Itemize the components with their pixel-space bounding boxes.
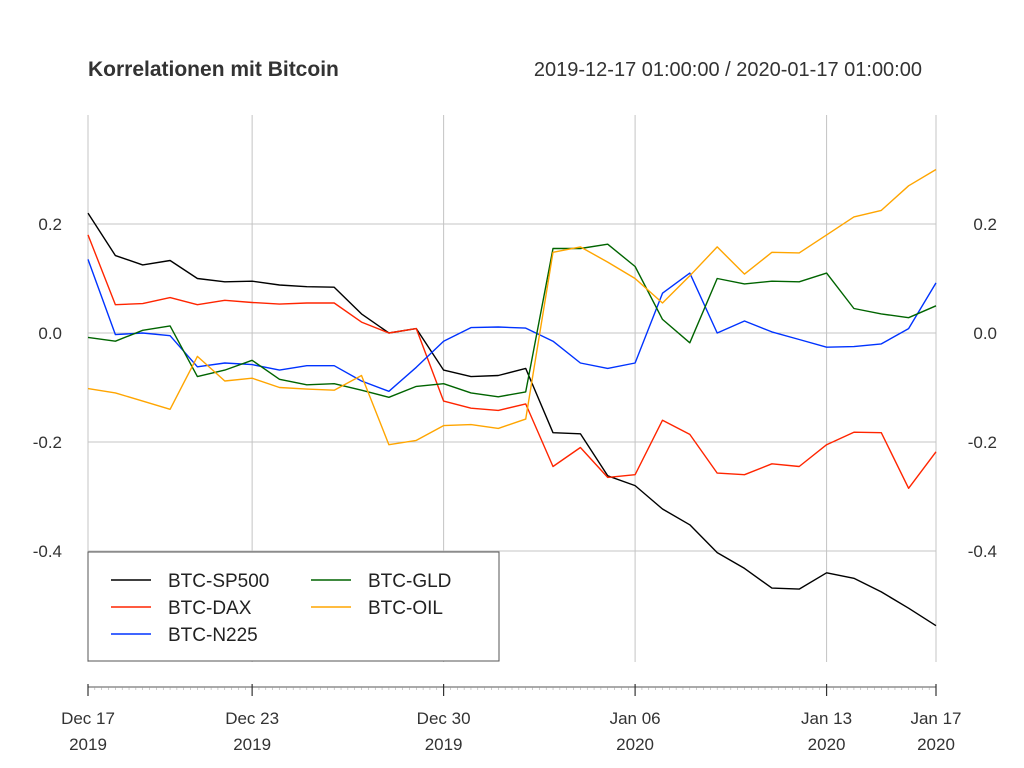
- y-tick-label-right: -0.2: [968, 433, 997, 452]
- legend-box: [87, 551, 500, 662]
- series-line-btc-oil: [87, 168, 937, 446]
- series-line-btc-n225: [87, 259, 937, 392]
- legend-label-btc-sp500: BTC-SP500: [168, 571, 269, 592]
- legend-label-btc-n225: BTC-N225: [168, 625, 258, 646]
- legend-label-btc-oil: BTC-OIL: [368, 598, 443, 619]
- x-tick-label-year: 2020: [917, 735, 955, 754]
- x-tick-label-date: Dec 23: [225, 709, 279, 728]
- y-tick-label-left: -0.4: [33, 542, 62, 561]
- y-tick-label-right: 0.0: [973, 324, 997, 343]
- y-tick-label-right: -0.4: [968, 542, 997, 561]
- series-line-btc-gld: [87, 243, 937, 398]
- x-tick-label-year: 2019: [233, 735, 271, 754]
- x-tick-label-date: Dec 17: [61, 709, 115, 728]
- x-tick-label-year: 2019: [69, 735, 107, 754]
- series-line-btc-dax: [87, 234, 937, 489]
- series-layer: [87, 168, 937, 627]
- y-tick-label-left: 0.2: [38, 215, 62, 234]
- x-tick-label-date: Jan 06: [610, 709, 661, 728]
- y-tick-label-right: 0.2: [973, 215, 997, 234]
- chart-date-range: 2019-12-17 01:00:00 / 2020-01-17 01:00:0…: [534, 59, 922, 81]
- x-tick-label-date: Jan 17: [910, 709, 961, 728]
- y-tick-label-left: 0.0: [38, 324, 62, 343]
- series-line-btc-sp500: [87, 212, 937, 627]
- axis-layer: 0.2 0.2 0.0 0.0 -0.2 -0.2 -0.4 -0.4 Dec 17 2019 De…: [33, 215, 997, 754]
- x-tick-label-year: 2020: [616, 735, 654, 754]
- x-tick-label-date: Jan 13: [801, 709, 852, 728]
- x-tick-label-date: Dec 30: [417, 709, 471, 728]
- legend-label-btc-dax: BTC-DAX: [168, 598, 252, 619]
- legend: BTC-SP500 BTC-DAX BTC-N225 BTC-GLD BTC-OIL: [87, 551, 500, 662]
- y-tick-label-left: -0.2: [33, 433, 62, 452]
- x-tick-label-year: 2020: [808, 735, 846, 754]
- x-tick-label-year: 2019: [425, 735, 463, 754]
- chart-title: Korrelationen mit Bitcoin: [88, 58, 339, 81]
- legend-label-btc-gld: BTC-GLD: [368, 571, 451, 592]
